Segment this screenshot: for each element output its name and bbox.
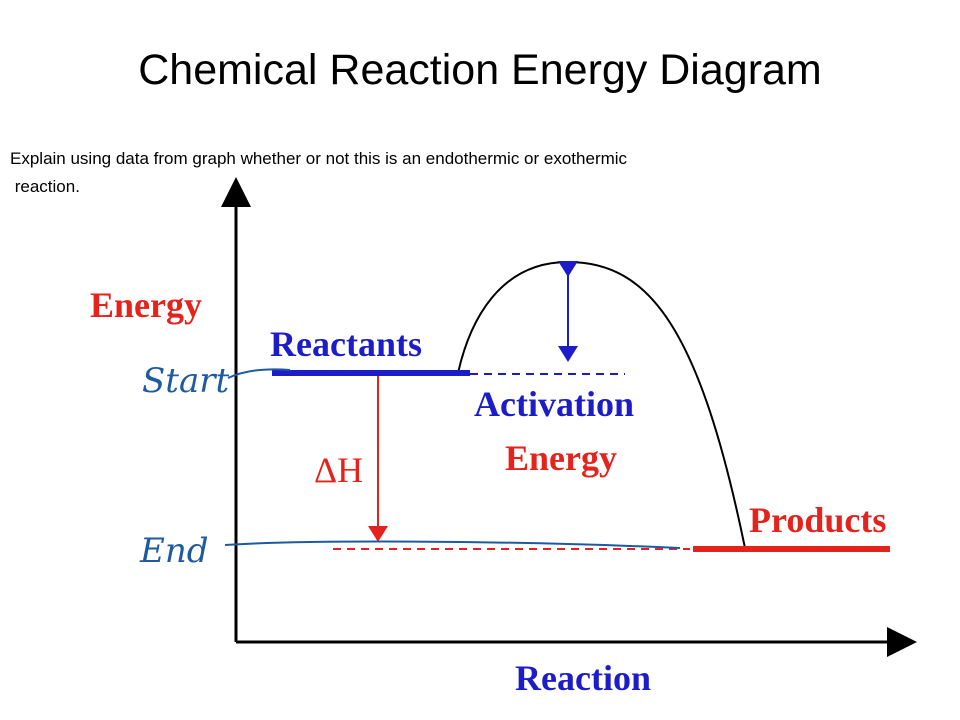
x-axis-label: Reaction (515, 658, 651, 698)
delta-h-label: ΔH (314, 450, 363, 490)
title: Chemical Reaction Energy Diagram (138, 46, 822, 94)
question-line: reaction. (10, 177, 80, 196)
end-annotation: End (139, 531, 208, 571)
energy-curve (457, 260, 746, 549)
reactants-label: Reactants (270, 324, 422, 364)
start-line (227, 368, 291, 379)
end-line (224, 540, 681, 549)
question-line: Explain using data from graph whether or… (10, 149, 628, 168)
y-axis-label: Energy (90, 285, 202, 325)
start-annotation: Start (142, 361, 229, 401)
products-label: Products (749, 500, 886, 540)
activation-label: Energy (505, 438, 617, 478)
activation-label: Activation (474, 384, 634, 424)
